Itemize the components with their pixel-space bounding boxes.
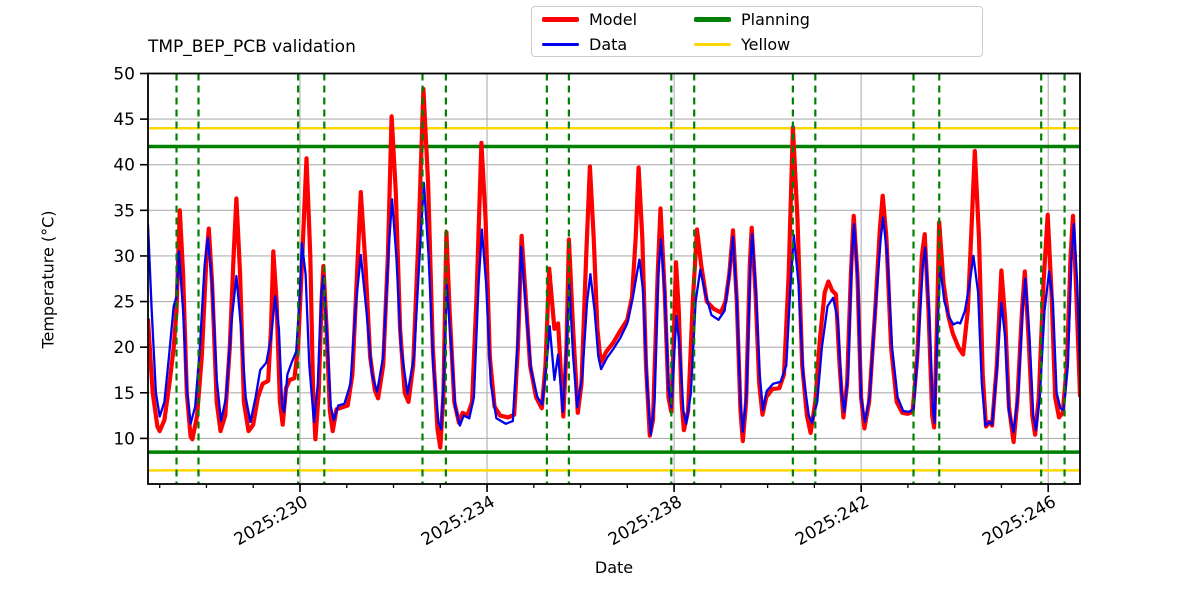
legend-label: Planning: [741, 10, 810, 29]
x-tick-label: 2025:234: [418, 492, 499, 550]
plot-frame: [147, 72, 1081, 485]
legend-item-data: Data: [542, 35, 694, 54]
series-data: [148, 181, 1080, 436]
x-tick-label: 2025:238: [605, 492, 686, 550]
y-tick-label: 40: [113, 156, 135, 176]
legend-label: Yellow: [741, 35, 791, 54]
legend-swatch-yellow: [694, 43, 731, 46]
legend-label: Model: [589, 10, 638, 29]
series-model: [148, 86, 1080, 450]
legend: Model Data Planning Yellow: [531, 6, 983, 57]
x-axis-label: Date: [594, 558, 634, 577]
y-axis-label: Temperature (°C): [38, 210, 58, 349]
y-tick-label: 35: [113, 201, 135, 221]
legend-swatch-planning: [694, 17, 731, 22]
y-tick-label: 45: [113, 110, 135, 130]
legend-swatch-data: [542, 43, 579, 46]
legend-swatch-model: [542, 17, 579, 22]
y-tick-label: 25: [113, 293, 135, 313]
legend-item-yellow: Yellow: [694, 35, 856, 54]
y-tick-label: 15: [113, 384, 135, 404]
y-tick-label: 50: [113, 65, 135, 85]
chart-title: TMP_BEP_PCB validation: [148, 37, 356, 57]
legend-label: Data: [589, 35, 628, 54]
x-tick-label: 2025:242: [792, 492, 873, 550]
x-tick-label: 2025:230: [231, 492, 312, 550]
y-tick-label: 20: [113, 338, 135, 358]
legend-item-model: Model: [542, 10, 694, 29]
x-tick-label: 2025:246: [979, 492, 1060, 550]
y-tick-label: 10: [113, 429, 135, 449]
legend-item-planning: Planning: [694, 10, 856, 29]
y-tick-label: 30: [113, 247, 135, 267]
